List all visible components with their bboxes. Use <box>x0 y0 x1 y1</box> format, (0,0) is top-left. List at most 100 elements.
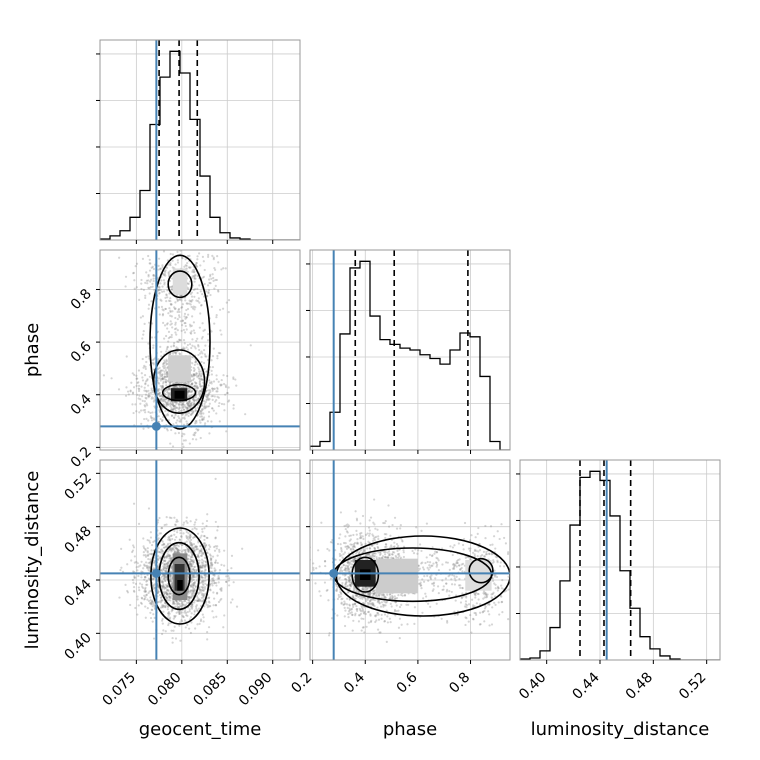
sample-point <box>461 562 465 565</box>
sample-point <box>186 402 189 405</box>
sample-point <box>141 399 144 403</box>
sample-point <box>373 546 376 550</box>
sample-point <box>216 525 220 528</box>
sample-point <box>199 385 202 388</box>
sample-point <box>131 578 135 582</box>
sample-point <box>165 427 169 431</box>
sample-point <box>178 529 182 532</box>
sample-point <box>174 331 177 334</box>
sample-point <box>198 591 201 594</box>
sample-point <box>187 412 191 415</box>
sample-point <box>194 409 197 412</box>
sample-point <box>374 614 377 617</box>
sample-point <box>346 564 349 567</box>
sample-point <box>188 595 191 599</box>
sample-point <box>125 386 128 389</box>
sample-point <box>318 590 321 593</box>
sample-point <box>166 327 169 330</box>
sample-point <box>505 589 508 592</box>
sample-point <box>190 295 194 298</box>
sample-point <box>396 553 400 556</box>
sample-point <box>197 345 200 348</box>
sample-point <box>163 375 166 378</box>
sample-point <box>352 619 355 622</box>
sample-point <box>362 611 365 614</box>
sample-point <box>178 381 181 384</box>
sample-point <box>159 267 162 271</box>
sample-point <box>395 604 398 607</box>
sample-point <box>201 408 204 411</box>
sample-point <box>205 370 209 373</box>
sample-point <box>193 592 196 595</box>
sample-point <box>351 559 355 562</box>
sample-point <box>209 365 212 369</box>
sample-point <box>179 418 183 421</box>
sample-point <box>198 564 202 567</box>
sample-point <box>178 606 181 609</box>
sample-point <box>368 547 372 550</box>
sample-point <box>186 391 190 394</box>
sample-point <box>171 445 175 448</box>
sample-point <box>152 274 155 277</box>
sample-point <box>190 584 193 587</box>
sample-point <box>163 574 166 577</box>
sample-point <box>191 560 194 563</box>
sample-point <box>169 548 173 552</box>
sample-point <box>164 569 167 573</box>
sample-point <box>151 577 154 580</box>
sample-point <box>171 408 175 411</box>
sample-point <box>361 595 364 599</box>
sample-point <box>141 257 145 260</box>
sample-point <box>164 296 167 300</box>
sample-point <box>434 577 437 580</box>
sample-point <box>169 596 172 599</box>
sample-point <box>132 546 136 549</box>
sample-point <box>150 543 154 547</box>
sample-point <box>327 599 330 602</box>
sample-point <box>164 565 167 568</box>
sample-point <box>450 590 453 594</box>
sample-point <box>428 561 432 564</box>
sample-point <box>160 548 164 551</box>
sample-point <box>189 390 192 393</box>
sample-point <box>205 563 208 566</box>
sample-point <box>166 565 169 568</box>
sample-point <box>175 346 178 349</box>
sample-point <box>504 542 507 545</box>
sample-point <box>171 549 174 552</box>
sample-point <box>176 250 179 253</box>
sample-point <box>168 353 171 356</box>
sample-point <box>383 600 386 603</box>
sample-point <box>211 273 214 276</box>
sample-point <box>395 597 399 600</box>
sample-point <box>143 408 147 412</box>
sample-point <box>199 581 202 585</box>
sample-point <box>197 377 200 380</box>
sample-point <box>161 369 164 372</box>
sample-point <box>142 537 145 540</box>
sample-point <box>198 559 201 562</box>
sample-point <box>175 402 178 405</box>
sample-point <box>180 543 184 547</box>
sample-point <box>159 369 162 372</box>
sample-point <box>126 563 129 566</box>
sample-point <box>189 584 193 588</box>
sample-point <box>402 555 405 559</box>
sample-point <box>451 553 454 557</box>
sample-point <box>203 566 206 569</box>
sample-point <box>167 388 171 391</box>
sample-point <box>212 604 215 607</box>
sample-point <box>158 370 161 373</box>
sample-point <box>319 594 322 597</box>
sample-point <box>178 406 181 409</box>
sample-point <box>187 390 190 394</box>
sample-point <box>343 574 346 577</box>
sample-point <box>164 570 168 573</box>
sample-point <box>427 579 430 582</box>
sample-point <box>169 599 172 602</box>
sample-point <box>348 607 351 610</box>
sample-point <box>161 587 164 590</box>
sample-point <box>201 562 204 565</box>
sample-point <box>158 285 161 288</box>
